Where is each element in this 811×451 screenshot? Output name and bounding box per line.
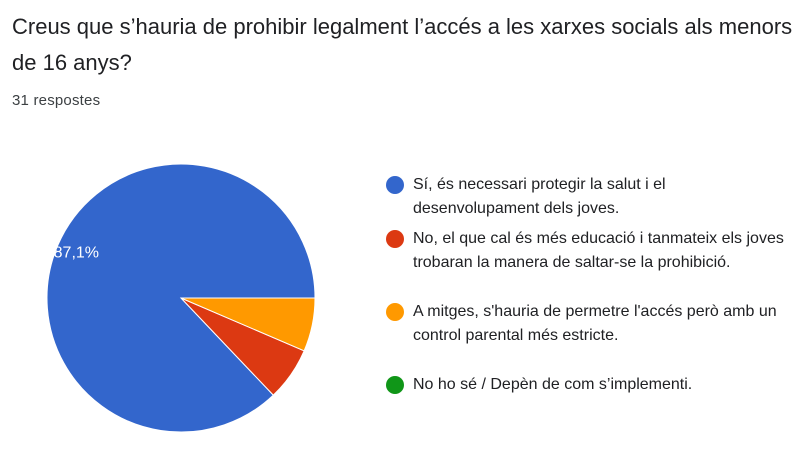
legend-label-partial: A mitges, s'hauria de permetre l'accés p… — [413, 303, 777, 344]
legend-swatch-yes — [386, 176, 404, 194]
legend-label-yes: Sí, és necessari protegir la salut i el … — [413, 176, 666, 217]
legend-item-unsure[interactable]: No ho sé / Depèn de com s’implementi. — [386, 373, 786, 397]
chart-legend: Sí, és necessari protegir la salut i el … — [386, 173, 786, 397]
legend-swatch-unsure — [386, 376, 404, 394]
pie-slice-partial[interactable] — [180, 297, 316, 352]
legend-item-yes[interactable]: Sí, és necessari protegir la salut i el … — [386, 173, 786, 227]
legend-item-partial[interactable]: A mitges, s'hauria de permetre l'accés p… — [386, 300, 786, 373]
legend-label-no: No, el que cal és més educació i tanmate… — [413, 230, 784, 271]
legend-label-unsure: No ho sé / Depèn de com s’implementi. — [413, 376, 693, 393]
legend-item-no[interactable]: No, el que cal és més educació i tanmate… — [386, 227, 786, 300]
question-title: Creus que s’hauria de prohibir legalment… — [12, 14, 793, 75]
response-count: 31 respostes — [12, 92, 101, 109]
pie-slice-yes-percent-label: 87,1% — [54, 244, 99, 261]
legend-swatch-partial — [386, 303, 404, 321]
legend-swatch-no — [386, 230, 404, 248]
